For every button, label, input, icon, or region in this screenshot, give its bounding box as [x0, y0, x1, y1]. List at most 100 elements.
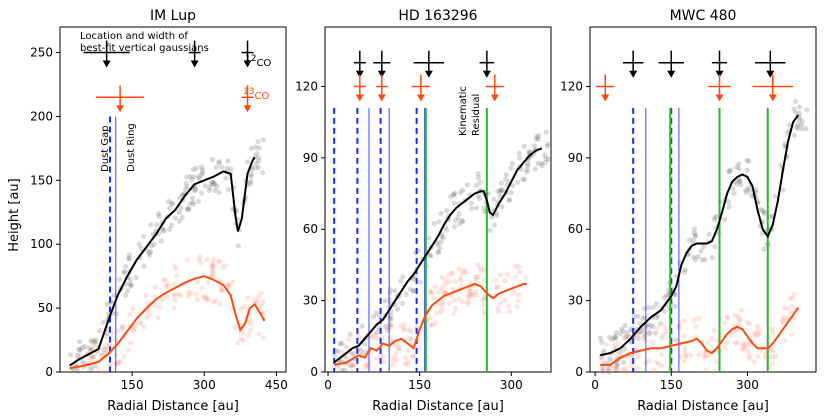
co13-data-point	[789, 331, 795, 337]
co13-data-point	[210, 256, 216, 262]
co12-data-point	[223, 175, 229, 181]
co13-data-point	[449, 270, 455, 276]
co12-data-point	[444, 207, 450, 214]
co12-data-point	[183, 180, 189, 186]
y-axis-title: Height [au]	[7, 178, 22, 251]
co13-data-point	[203, 295, 209, 302]
co12-data-point	[184, 174, 190, 180]
co12-data-point	[734, 181, 740, 187]
co12-data-point	[731, 190, 737, 196]
co12-data-point	[256, 155, 262, 161]
co12-data-point	[625, 329, 631, 335]
co13-data-point	[258, 290, 264, 296]
co13-data-point	[86, 366, 92, 372]
co12-data-point	[459, 218, 465, 224]
co12-data-point	[516, 150, 522, 156]
co12-data-point	[260, 137, 266, 143]
co12-data-point	[799, 126, 805, 132]
co13-data-point	[402, 360, 408, 367]
co12-data-point	[255, 164, 262, 171]
co12-data-point	[600, 368, 606, 374]
co13-label: 13CO	[243, 87, 269, 102]
co12-data-point	[190, 199, 196, 205]
co12-data-point	[198, 164, 205, 170]
co12-data-point	[613, 333, 619, 340]
co13-data-point	[466, 294, 472, 301]
co13-data-point	[342, 343, 349, 349]
co12-data-point	[791, 132, 798, 138]
co13-data-point	[238, 306, 244, 312]
co12-data-point	[195, 198, 201, 204]
co12-data-point	[532, 166, 538, 172]
co12-data-point	[640, 316, 646, 322]
co12-data-point	[524, 167, 530, 173]
co13-data-point	[752, 333, 758, 339]
co13-data-point	[127, 340, 133, 346]
co13-data-point	[95, 365, 101, 372]
co12-data-point	[535, 136, 541, 142]
co13-data-point	[457, 275, 463, 281]
co12-data-point	[123, 292, 129, 298]
co12-data-point	[526, 148, 532, 154]
co13-data-point	[654, 325, 661, 331]
co12-data-point	[113, 311, 120, 317]
co12-data-point	[737, 179, 743, 185]
co13-data-point	[601, 367, 607, 373]
co13-data-point	[751, 359, 757, 365]
co12-data-point	[614, 362, 620, 368]
y-tick-label: 90	[568, 151, 583, 165]
co13-data-point	[115, 361, 121, 367]
co13-data-point	[480, 296, 486, 303]
co13-data-point	[88, 355, 94, 362]
co12-data-point	[126, 255, 133, 261]
co13-marker-arrow-icon	[715, 94, 724, 102]
co12-data-point	[216, 160, 222, 166]
co13-data-point	[732, 329, 738, 335]
co13-data-point	[251, 297, 257, 303]
co12-data-point	[722, 216, 728, 222]
co13-data-point	[222, 262, 228, 269]
co12-data-point	[795, 121, 801, 127]
co12-data-point	[503, 171, 509, 178]
co12-data-point	[141, 233, 147, 239]
co12-data-point	[778, 162, 784, 168]
co13-data-point	[682, 353, 689, 360]
co12-data-point	[403, 291, 410, 297]
co13-data-point	[439, 274, 445, 280]
co12-data-point	[146, 252, 153, 258]
co13-data-point	[345, 345, 351, 351]
co12-data-point	[349, 362, 356, 369]
co13-data-point	[256, 294, 262, 300]
x-axis-title-im-lup: Radial Distance [au]	[107, 399, 239, 414]
co13-data-point	[186, 289, 192, 295]
co12-data-point	[191, 187, 197, 194]
co13-data-point	[406, 336, 413, 342]
co13-data-point	[194, 297, 201, 303]
co13-data-point	[347, 363, 353, 369]
co12-data-point	[607, 334, 613, 341]
co12-data-point	[521, 143, 527, 150]
co13-data-point	[784, 306, 791, 312]
co12-data-point	[664, 292, 670, 298]
co13-data-point	[225, 282, 231, 288]
co12-data-point	[494, 188, 501, 194]
co12-data-point	[342, 367, 348, 373]
co12-data-point	[212, 187, 218, 193]
co13-data-point	[163, 276, 169, 283]
co12-data-point	[672, 292, 678, 298]
co13-data-point	[131, 325, 137, 331]
co12-marker-arrow-icon	[715, 70, 724, 78]
co13-data-point	[706, 352, 712, 359]
co12-data-point	[695, 253, 701, 260]
y-tick-label: 150	[30, 173, 53, 187]
co12-data-point	[652, 330, 658, 336]
co13-data-point	[226, 283, 232, 289]
co12-data-point	[331, 352, 337, 358]
co12-data-point	[520, 176, 526, 182]
co13-marker-arrow-icon	[490, 94, 499, 102]
co13-data-point	[92, 339, 99, 345]
co13-data-point	[219, 287, 225, 293]
co12-data-point	[543, 159, 549, 165]
co12-data-point	[452, 217, 459, 224]
x-tick-label: 150	[121, 378, 144, 392]
